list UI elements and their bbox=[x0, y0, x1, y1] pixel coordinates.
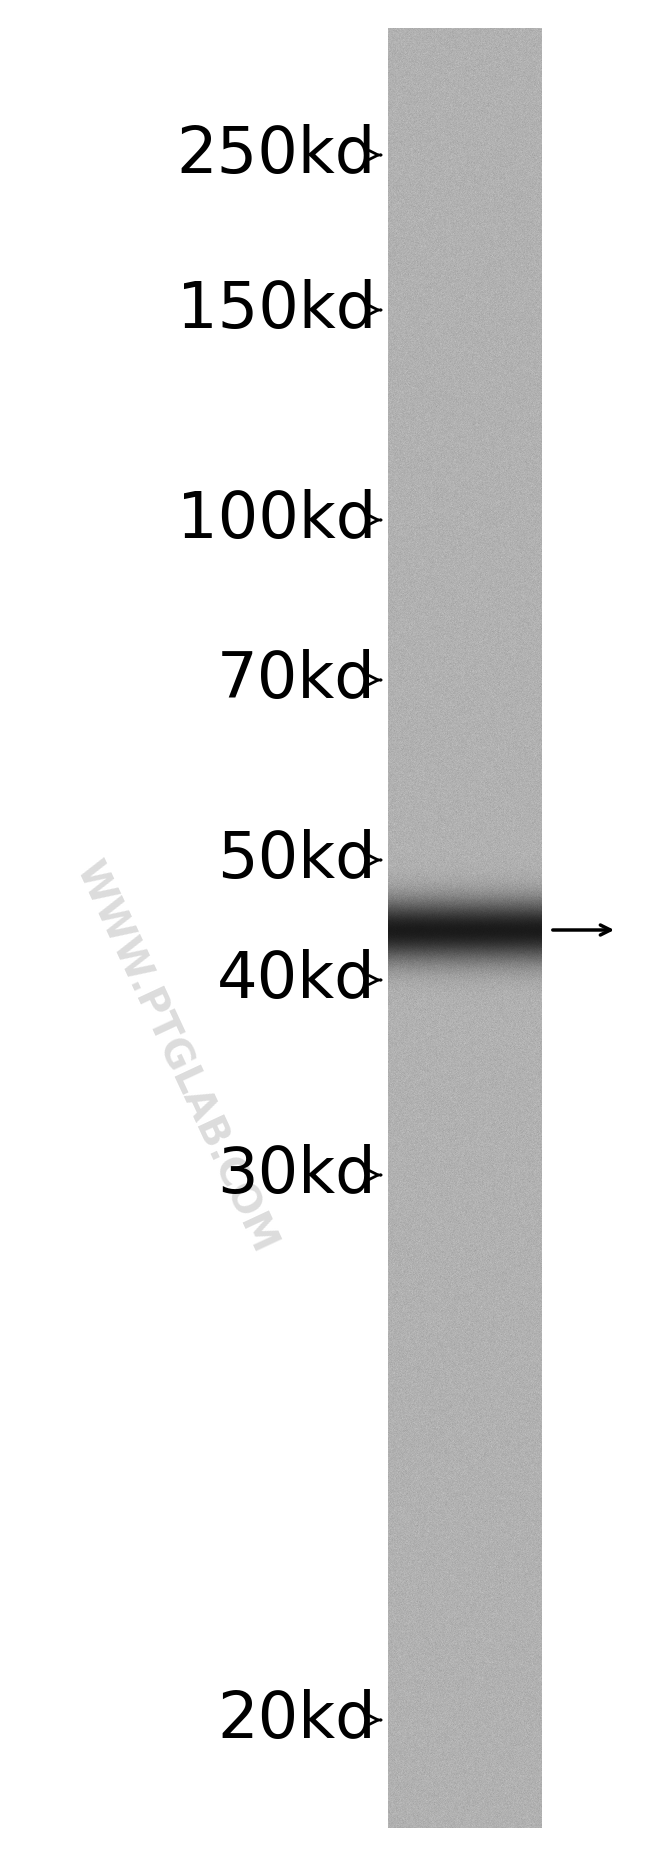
Text: 40kd: 40kd bbox=[217, 950, 376, 1011]
Text: 150kd: 150kd bbox=[177, 278, 376, 341]
Text: 250kd: 250kd bbox=[177, 124, 376, 186]
Text: WWW.PTGLAB.COM: WWW.PTGLAB.COM bbox=[68, 855, 283, 1260]
Text: 70kd: 70kd bbox=[217, 649, 376, 710]
Text: 20kd: 20kd bbox=[217, 1690, 376, 1751]
Text: 30kd: 30kd bbox=[217, 1145, 376, 1206]
Text: 50kd: 50kd bbox=[217, 829, 376, 890]
Text: 100kd: 100kd bbox=[177, 490, 376, 551]
